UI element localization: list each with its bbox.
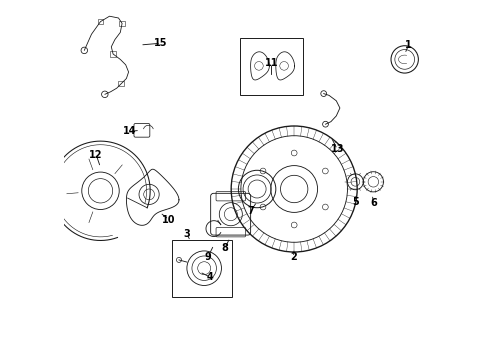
- Text: 9: 9: [204, 252, 211, 262]
- Text: 8: 8: [221, 243, 228, 253]
- Text: 3: 3: [183, 229, 190, 239]
- Text: 12: 12: [89, 150, 102, 160]
- Bar: [110, 51, 116, 57]
- Text: 13: 13: [330, 144, 344, 154]
- Text: 1: 1: [405, 40, 411, 50]
- Bar: [240, 38, 303, 95]
- Text: 10: 10: [162, 215, 175, 225]
- Text: 14: 14: [122, 126, 136, 136]
- Bar: [118, 81, 124, 86]
- Text: 5: 5: [351, 197, 358, 207]
- Bar: [172, 240, 231, 297]
- Text: 11: 11: [264, 58, 278, 68]
- Text: 15: 15: [154, 38, 167, 48]
- Bar: [119, 21, 125, 26]
- Text: 6: 6: [369, 198, 376, 208]
- Bar: [98, 19, 103, 24]
- Text: 7: 7: [247, 206, 254, 216]
- Text: 4: 4: [206, 272, 213, 282]
- Text: 2: 2: [289, 252, 296, 262]
